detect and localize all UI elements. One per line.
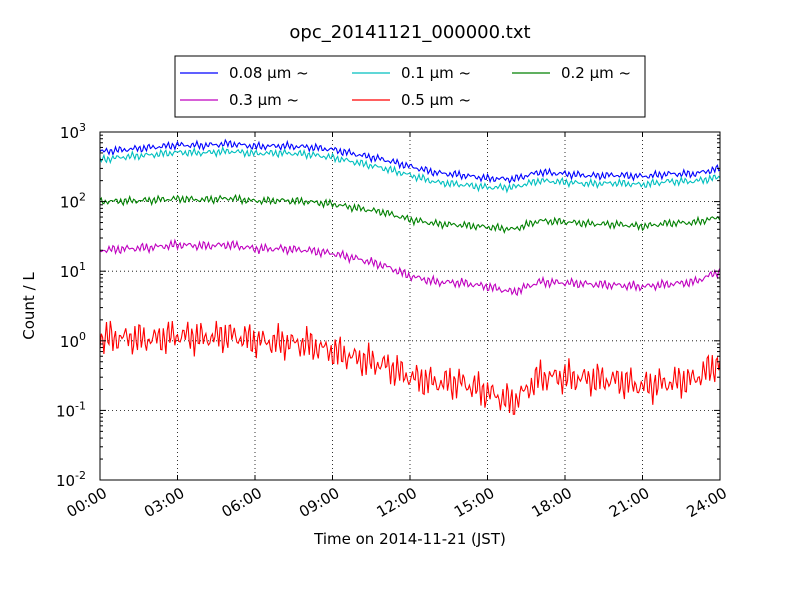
y-tick-label: 100 bbox=[60, 330, 86, 351]
legend-label-4: 0.5 μm ~ bbox=[401, 91, 471, 109]
y-tick-label: 10-2 bbox=[56, 469, 86, 490]
legend-label-1: 0.1 μm ~ bbox=[401, 64, 471, 82]
legend-label-3: 0.3 μm ~ bbox=[229, 91, 299, 109]
legend-label-2: 0.2 μm ~ bbox=[561, 64, 631, 82]
series-line-2 bbox=[99, 193, 721, 235]
series-line-4 bbox=[99, 320, 721, 415]
legend-box bbox=[174, 55, 646, 118]
legend: 0.08 μm ~ 0.1 μm ~ 0.2 μm ~ 0.3 μm ~ 0.5 μm … bbox=[174, 55, 646, 118]
y-tick-label: 101 bbox=[60, 260, 86, 281]
y-tick-label: 102 bbox=[60, 191, 86, 212]
x-axis-label: Time on 2014-11-21 (JST) bbox=[313, 530, 506, 548]
chart-title: opc_20141121_000000.txt bbox=[289, 22, 530, 43]
series-lines bbox=[99, 138, 721, 415]
y-tick-label: 103 bbox=[60, 121, 86, 142]
series-line-3 bbox=[99, 238, 721, 297]
y-tick-label: 10-1 bbox=[56, 399, 86, 420]
legend-label-0: 0.08 μm ~ bbox=[229, 64, 309, 82]
series-line-0 bbox=[99, 138, 721, 185]
y-axis-label: Count / L bbox=[20, 272, 38, 340]
series-line-1 bbox=[99, 145, 721, 194]
grid bbox=[100, 132, 720, 480]
